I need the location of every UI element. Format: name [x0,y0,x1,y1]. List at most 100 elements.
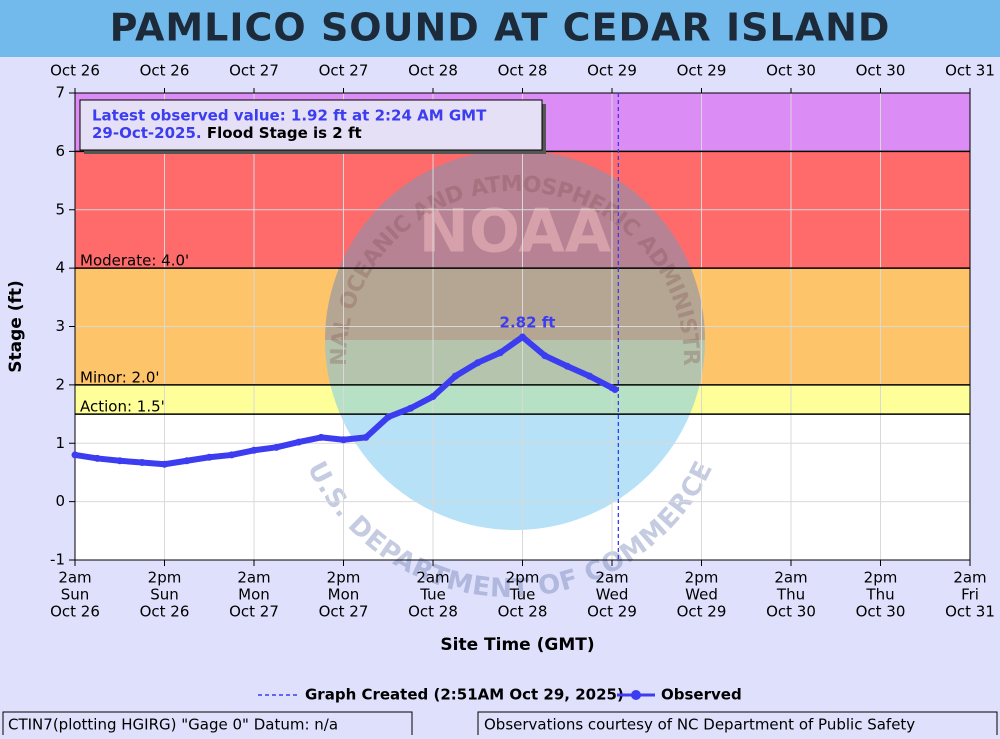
x-tick-label: Oct 30 [766,603,816,621]
x-tick-label: 2pm [506,569,540,587]
annotation-line: 29-Oct-2025. Flood Stage is 2 ft [92,124,362,142]
x-tick-label: Oct 28 [498,603,548,621]
observed-point [611,386,619,394]
observed-point [250,446,258,454]
x-tick-label: Oct 29 [587,603,637,621]
x-tick-label: 2pm [864,569,898,587]
x2-tick-label: Oct 27 [229,62,279,80]
watermark-center: NOAA [419,197,612,267]
x-tick-label: Oct 26 [50,603,100,621]
observed-point [183,457,191,465]
observed-point [272,443,280,451]
x-tick-label: Tue [419,586,446,604]
x-tick-label: Sun [61,586,90,604]
x-tick-label: 2pm [327,569,361,587]
y-tick-label: 4 [55,259,65,277]
x-tick-label: Oct 29 [677,603,727,621]
observed-point [451,372,459,380]
x-tick-label: Oct 27 [319,603,369,621]
observed-point [93,454,101,462]
x2-tick-label: Oct 27 [319,62,369,80]
observed-point [474,359,482,367]
observed-point [295,438,303,446]
x-tick-label: 2am [774,569,807,587]
x-axis-title: Site Time (GMT) [440,635,594,655]
observed-point [71,451,79,459]
observed-point [563,362,571,370]
observed-point [586,372,594,380]
x-tick-label: 2am [595,569,628,587]
flood-stage-label: Moderate: 4.0' [80,252,189,270]
x-tick-label: Thu [865,586,894,604]
observed-point [362,433,370,441]
y-tick-label: 1 [55,434,65,452]
x-tick-label: 2am [237,569,270,587]
plot-frame [74,92,971,561]
flood-stage-label: Action: 1.5' [80,398,165,416]
y-tick-label: 2 [55,375,65,393]
x-tick-label: Sun [150,586,179,604]
x2-tick-label: Oct 30 [856,62,906,80]
observed-point [340,436,347,444]
x-tick-label: 2am [416,569,449,587]
x-tick-label: 2pm [148,569,182,587]
x2-tick-label: Oct 28 [498,62,548,80]
legend-label: Graph Created (2:51AM Oct 29, 2025) [305,686,624,704]
chart-title: PAMLICO SOUND AT CEDAR ISLAND [110,6,891,50]
observed-point [228,451,236,459]
observed-point [496,349,504,357]
footer-right: Observations courtesy of NC Department o… [484,716,915,734]
peak-label: 2.82 ft [500,314,556,332]
x2-tick-label: Oct 30 [766,62,816,80]
title-banner [0,0,1000,57]
y-tick-label: 7 [55,84,65,102]
x-tick-label: Oct 30 [856,603,906,621]
x2-tick-label: Oct 28 [408,62,458,80]
observed-point [116,457,124,465]
y-axis-title: Stage (ft) [6,280,26,373]
x-tick-label: Oct 27 [229,603,279,621]
x-tick-label: Mon [238,586,270,604]
annotation-line: Latest observed value: 1.92 ft at 2:24 A… [92,107,487,125]
x2-tick-label: Oct 31 [945,62,995,80]
plot-area: NOAANATIONAL OCEANIC AND ATMOSPHERIC ADM… [0,0,995,704]
y-tick-label: 0 [55,492,65,510]
x-tick-label: Fri [961,586,979,604]
x-tick-label: Wed [596,586,629,604]
flood-stage-label: Minor: 2.0' [80,368,160,386]
y-tick-label: -1 [50,551,65,569]
y-tick-label: 5 [55,200,65,218]
annotation-box [79,99,543,151]
x2-tick-label: Oct 29 [677,62,727,80]
observed-point [541,352,549,360]
x-tick-label: Thu [776,586,805,604]
x-tick-label: 2am [953,569,986,587]
y-tick-label: 6 [55,142,65,160]
legend-marker [631,690,641,700]
x-tick-label: Oct 28 [408,603,458,621]
x-tick-label: Mon [328,586,360,604]
observed-point [205,453,213,461]
observed-point [384,413,392,421]
observed-point [138,459,146,467]
x-tick-label: 2pm [685,569,719,587]
observed-point [519,333,526,341]
watermark-top [325,150,705,340]
annotation-flood: Flood Stage is 2 ft [207,124,362,142]
footer-left: CTIN7(plotting HGIRG) "Gage 0" Datum: n/… [8,716,338,734]
x2-tick-label: Oct 26 [50,62,100,80]
x-tick-label: Wed [685,586,718,604]
observed-point [161,460,168,468]
legend-label: Observed [661,686,742,704]
observed-point [317,433,325,441]
observed-point [407,404,415,412]
x-tick-label: Oct 26 [140,603,190,621]
x2-tick-label: Oct 29 [587,62,637,80]
y-tick-label: 3 [55,317,65,335]
x-tick-label: 2am [58,569,91,587]
observed-point [429,393,437,401]
x2-tick-label: Oct 26 [140,62,190,80]
observed-line [74,334,617,468]
